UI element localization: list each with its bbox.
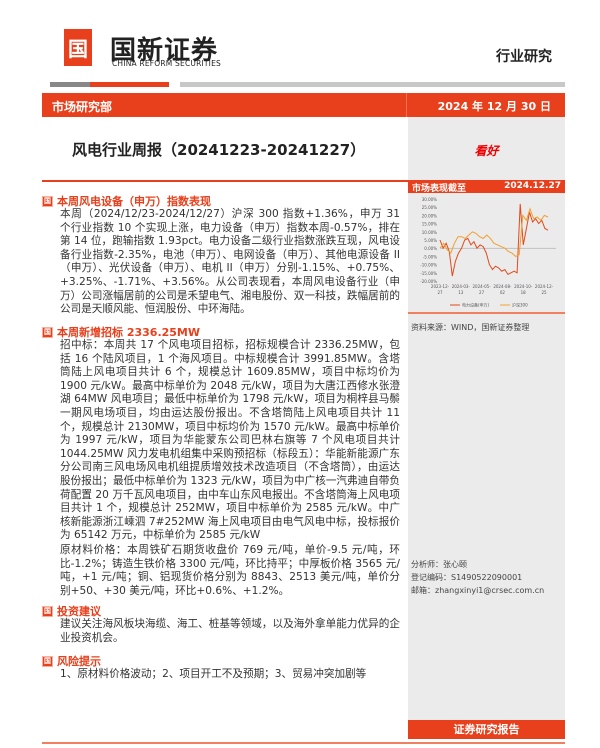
section-icon: 国: [42, 195, 53, 207]
divider: [42, 180, 408, 182]
section-body: 建议关注海风板块海缆、海工、桩基等领域，以及海外拿单能力优异的企业投资机会。: [60, 618, 400, 644]
legend-label: 沪深300: [512, 302, 528, 308]
y-tick-label: 15.00%: [422, 222, 437, 227]
x-tick-label: 2024-03-: [452, 284, 471, 289]
section-body: 1、原材料价格波动；2、项目开工不及预期；3、贸易冲突加剧等: [60, 668, 367, 680]
series-line: [439, 203, 549, 277]
section-body: 本周（2024/12/23-2024/12/27）沪深 300 指数+1.36%…: [60, 208, 400, 316]
y-tick-label: -10.00%: [420, 263, 437, 268]
sidebar-panel: 看好 市场表现截至 2024.12.27 30.00% 25.00% 20.00% 1…: [408, 117, 565, 739]
report-label: 证券研究报告: [408, 720, 565, 739]
divider: [180, 82, 565, 87]
series-line: [439, 207, 549, 257]
page-title: 风电行业周报（20241223-20241227）: [72, 141, 366, 159]
analyst-email[interactable]: 邮箱：zhangxinyi1@crsec.com.cn: [411, 586, 545, 595]
section-icon: 国: [42, 326, 53, 338]
x-tick-label: 2024-05-: [473, 284, 492, 289]
divider: [406, 93, 407, 117]
section-heading: 国投资建议: [42, 603, 101, 619]
company-name-en: CHINA REFORM SECURITIES: [112, 59, 221, 68]
company-name: 国新证券: [110, 36, 219, 66]
market-label: 市场表现截至: [412, 184, 467, 194]
y-tick-label: 0.00%: [424, 246, 437, 251]
y-tick-label: 30.00%: [422, 197, 437, 202]
x-tick-label: 13: [458, 290, 464, 295]
market-date: 2024.12.27: [504, 181, 561, 191]
x-tick-label: 2024-12-: [535, 284, 554, 289]
document-type: 行业研究: [496, 49, 552, 65]
market-chart: 30.00% 25.00% 20.00% 15.00% 10.00% 5.00% 0.00%…: [420, 197, 556, 308]
heading-text: 本周风电设备（申万）指数表现: [57, 195, 211, 208]
divider: [42, 742, 565, 744]
source-note: 资料来源：WIND，国新证券整理: [411, 323, 530, 332]
x-tick-label: 2023-12-: [431, 284, 450, 289]
registration-code: 登记编码：S1490522090001: [411, 573, 523, 582]
analyst-name: 分析师：张心颐: [411, 560, 467, 569]
section-icon: 国: [42, 605, 53, 617]
y-tick-label: 5.00%: [424, 238, 437, 243]
rating: 看好: [474, 144, 499, 158]
y-tick-label: -15.00%: [420, 271, 437, 276]
x-tick-label: 2024-10-: [514, 284, 533, 289]
report-date: 2024 年 12 月 30 日: [437, 100, 551, 113]
x-tick-label: 25: [541, 290, 547, 295]
section-heading: 国风险提示: [42, 653, 101, 669]
section-body: 原材料价格：本周铁矿石期货收盘价 769 元/吨，单价-9.5 元/吨，环比-1…: [60, 544, 400, 597]
department: 市场研究部: [52, 100, 113, 114]
section-icon: 国: [42, 655, 53, 667]
y-tick-label: -5.00%: [423, 254, 437, 259]
y-tick-label: 20.00%: [422, 213, 437, 218]
y-tick-label: 25.00%: [422, 205, 437, 210]
market-header: 市场表现截至 2024.12.27: [408, 180, 565, 194]
logo-mark: 国: [64, 29, 92, 66]
x-tick-label: 02: [500, 290, 506, 295]
x-tick-label: 2024-08-: [493, 284, 512, 289]
y-tick-label: 10.00%: [422, 230, 437, 235]
section-heading: 国本周风电设备（申万）指数表现: [42, 193, 211, 209]
heading-text: 本周新增招标 2336.25MW: [57, 326, 201, 339]
header-bar: 市场研究部 2024 年 12 月 30 日: [42, 93, 565, 117]
x-tick-label: 27: [437, 290, 443, 295]
x-tick-label: 27: [479, 290, 485, 295]
section-heading: 国本周新增招标 2336.25MW: [42, 324, 200, 340]
divider: [408, 312, 565, 314]
divider: [90, 82, 169, 87]
divider: [50, 82, 90, 87]
analyst-info: 分析师：张心颐 登记编码：S1490522090001 邮箱：zhangxiny…: [411, 558, 544, 597]
legend-label: 电力设备(申万): [462, 302, 490, 308]
heading-text: 风险提示: [57, 655, 101, 668]
section-body: 招中标：本周共 17 个风电项目招标，招标规模合计 2336.25MW，包括 1…: [60, 339, 400, 542]
heading-text: 投资建议: [57, 605, 101, 618]
y-tick-label: -20.00%: [420, 279, 437, 284]
x-tick-label: 18: [521, 290, 527, 295]
